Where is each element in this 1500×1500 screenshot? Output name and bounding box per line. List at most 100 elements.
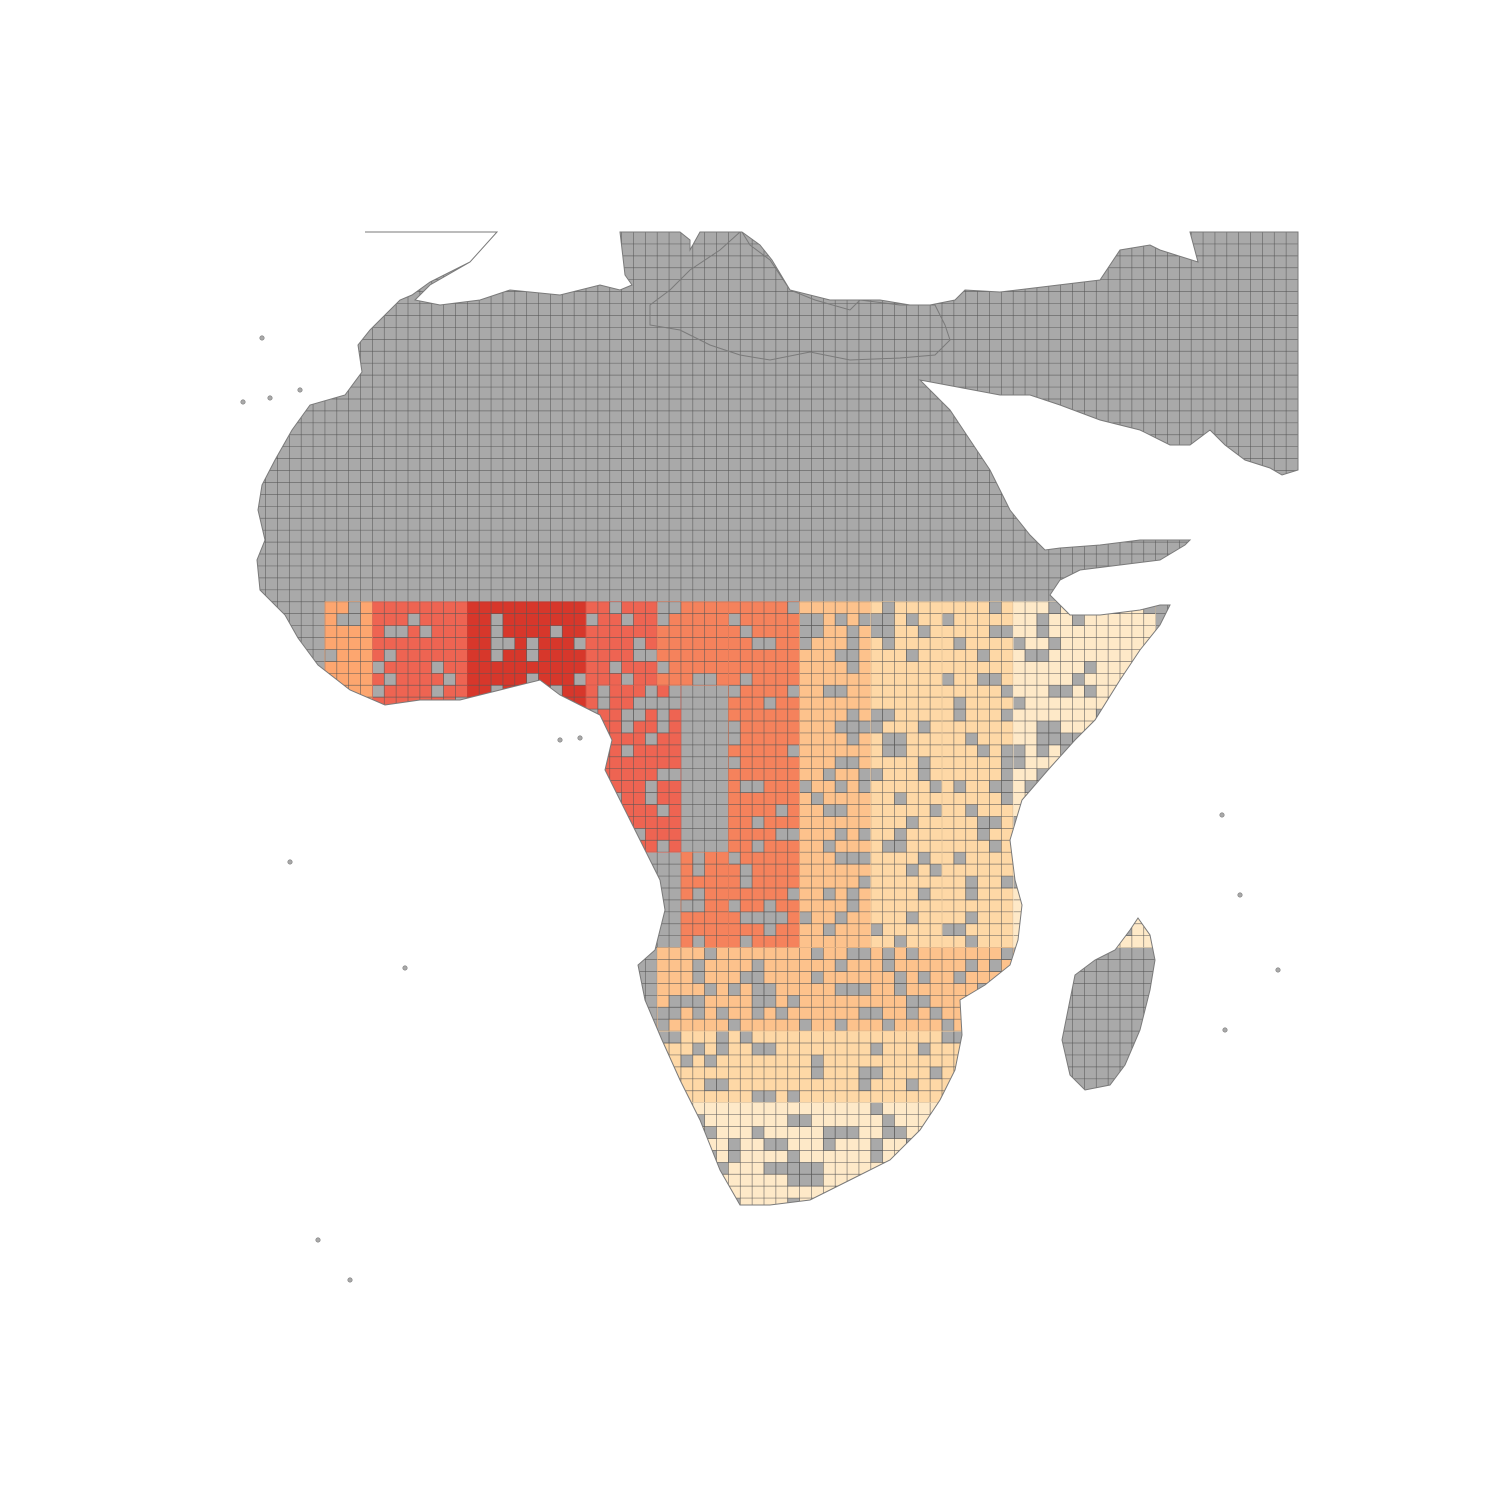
grid-cell [823, 1078, 836, 1092]
grid-cell [585, 601, 599, 614]
grid-cell [751, 1150, 765, 1163]
grid-cell-nodata [1036, 744, 1050, 758]
grid-cell [906, 851, 919, 865]
grid-cell [1001, 672, 1014, 686]
grid-cell-nodata [728, 756, 741, 770]
grid-cell [1107, 911, 1121, 925]
grid-cell [633, 613, 646, 626]
grid-cell [680, 1006, 694, 1020]
grid-cell-nodata [490, 613, 504, 626]
grid-cell [751, 756, 765, 770]
grid-cell [965, 744, 978, 758]
grid-cell [965, 1006, 978, 1020]
grid-cell [1048, 804, 1061, 817]
grid-cell [633, 732, 646, 746]
grid-cell-nodata [894, 828, 907, 841]
grid-cell [894, 756, 907, 770]
grid-cell [1119, 816, 1133, 829]
grid-cell [1048, 661, 1061, 674]
grid-cell-nodata [633, 649, 646, 662]
grid-cell [538, 720, 551, 734]
grid-cell [787, 851, 800, 865]
grid-cell [1131, 863, 1145, 877]
grid-cell [941, 887, 955, 901]
grid-cell [917, 672, 931, 686]
grid-cell-nodata [834, 1185, 848, 1199]
grid-cell [656, 828, 670, 841]
grid-cell [1143, 899, 1156, 913]
grid-cell [870, 995, 883, 1008]
grid-cell [941, 1066, 955, 1080]
grid-cell-nodata [704, 983, 717, 996]
grid-cell [739, 1102, 753, 1115]
grid-cell [716, 661, 729, 674]
grid-cell [550, 708, 563, 722]
grid-cell [823, 947, 836, 960]
grid-cell-nodata [799, 637, 812, 650]
grid-cell [989, 649, 1002, 662]
grid-cell-nodata [894, 935, 907, 948]
grid-cell [965, 1126, 978, 1139]
grid-cell-nodata [763, 923, 777, 936]
grid-cell [977, 947, 990, 960]
grid-cell [455, 684, 468, 698]
grid-cell [941, 1114, 955, 1127]
grid-cell [917, 1126, 931, 1139]
grid-cell [716, 971, 729, 984]
grid-cell-nodata [1001, 983, 1014, 996]
grid-cell-nodata [680, 1126, 694, 1139]
grid-cell [1107, 625, 1121, 638]
grid-cell-nodata [787, 1114, 800, 1127]
grid-cell [395, 601, 409, 614]
grid-cell [561, 601, 575, 614]
grid-cell [953, 947, 967, 960]
grid-cell [1084, 768, 1097, 781]
grid-cell [1119, 899, 1133, 913]
grid-cell [763, 851, 777, 865]
grid-cell-nodata [383, 649, 397, 662]
grid-cell [870, 1185, 883, 1199]
grid-cell [668, 1150, 682, 1163]
grid-cell [1119, 708, 1133, 722]
grid-cell-nodata [989, 959, 1002, 972]
grid-cell [846, 696, 860, 710]
grid-cell [621, 625, 634, 638]
grid-cell [1119, 625, 1133, 638]
grid-cell [775, 684, 789, 698]
grid-cell-nodata [882, 1114, 895, 1127]
grid-cell-nodata [336, 696, 349, 710]
grid-cell [1095, 828, 1109, 841]
grid-cell [906, 744, 919, 758]
grid-cell [645, 613, 658, 626]
grid-cell [1095, 625, 1109, 638]
grid-cell [1024, 768, 1038, 781]
grid-cell [953, 1102, 967, 1115]
grid-cell [799, 601, 812, 614]
grid-cell [1107, 899, 1121, 913]
grid-cell [419, 720, 433, 734]
grid-cell [704, 971, 717, 984]
grid-cell-nodata [799, 625, 812, 638]
grid-cell [894, 1090, 907, 1103]
grid-cell-nodata [977, 649, 990, 662]
grid-cell-nodata [621, 744, 634, 758]
grid-cell [502, 720, 516, 734]
grid-cell [550, 613, 563, 626]
grid-cell [953, 684, 967, 698]
grid-cell-nodata [870, 1102, 883, 1115]
grid-cell [1107, 816, 1121, 829]
grid-cell [917, 899, 931, 913]
grid-cell [728, 1102, 741, 1115]
grid-cell [514, 613, 527, 626]
grid-cell [739, 1090, 753, 1103]
grid-cell [1143, 780, 1156, 793]
grid-cell-nodata [834, 756, 848, 770]
grid-cell [728, 971, 741, 984]
grid-cell [775, 1042, 789, 1056]
grid-cell-nodata [692, 995, 705, 1008]
grid-cell [929, 947, 943, 960]
grid-cell [763, 1054, 777, 1068]
grid-cell [728, 995, 741, 1008]
grid-cell [633, 720, 646, 734]
grid-cell [965, 649, 978, 662]
